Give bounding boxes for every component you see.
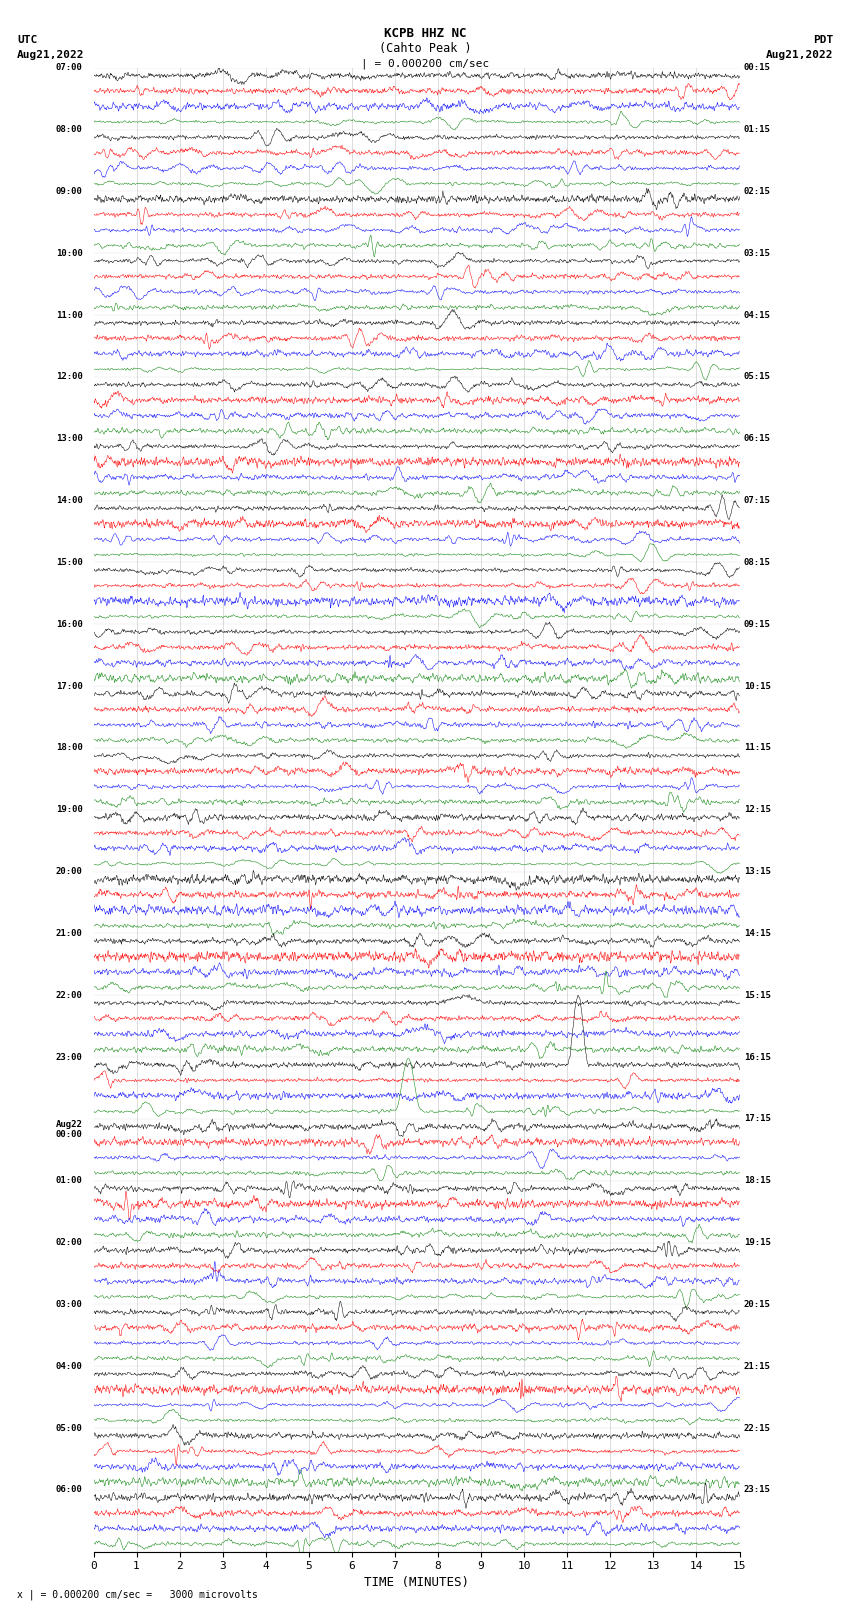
Text: 01:00: 01:00 [56,1176,82,1186]
Text: x | = 0.000200 cm/sec =   3000 microvolts: x | = 0.000200 cm/sec = 3000 microvolts [17,1589,258,1600]
Text: 13:15: 13:15 [744,868,771,876]
Text: 07:15: 07:15 [744,497,771,505]
Text: PDT: PDT [813,35,833,45]
Text: 21:15: 21:15 [744,1361,771,1371]
Text: 12:15: 12:15 [744,805,771,815]
Text: 20:15: 20:15 [744,1300,771,1308]
Text: 11:00: 11:00 [56,311,82,319]
Text: 16:00: 16:00 [56,619,82,629]
Text: Aug21,2022: Aug21,2022 [766,50,833,60]
Text: 18:15: 18:15 [744,1176,771,1186]
Text: 03:15: 03:15 [744,248,771,258]
Text: 21:00: 21:00 [56,929,82,937]
Text: 17:00: 17:00 [56,682,82,690]
Text: 23:00: 23:00 [56,1053,82,1061]
Text: 00:15: 00:15 [744,63,771,73]
Text: 09:00: 09:00 [56,187,82,195]
X-axis label: TIME (MINUTES): TIME (MINUTES) [364,1576,469,1589]
Text: 04:00: 04:00 [56,1361,82,1371]
Text: | = 0.000200 cm/sec: | = 0.000200 cm/sec [361,58,489,69]
Text: 17:15: 17:15 [744,1115,771,1123]
Text: 02:00: 02:00 [56,1239,82,1247]
Text: Aug22: Aug22 [56,1121,82,1129]
Text: 15:15: 15:15 [744,990,771,1000]
Text: 10:15: 10:15 [744,682,771,690]
Text: 10:00: 10:00 [56,248,82,258]
Text: 09:15: 09:15 [744,619,771,629]
Text: 06:15: 06:15 [744,434,771,444]
Text: KCPB HHZ NC: KCPB HHZ NC [383,27,467,40]
Text: 12:00: 12:00 [56,373,82,381]
Text: 16:15: 16:15 [744,1053,771,1061]
Text: 01:15: 01:15 [744,126,771,134]
Text: 07:00: 07:00 [56,63,82,73]
Text: 11:15: 11:15 [744,744,771,752]
Text: 18:00: 18:00 [56,744,82,752]
Text: 19:00: 19:00 [56,805,82,815]
Text: 08:00: 08:00 [56,126,82,134]
Text: 06:00: 06:00 [56,1486,82,1494]
Text: 13:00: 13:00 [56,434,82,444]
Text: 03:00: 03:00 [56,1300,82,1308]
Text: Aug21,2022: Aug21,2022 [17,50,84,60]
Text: 14:00: 14:00 [56,497,82,505]
Text: 02:15: 02:15 [744,187,771,195]
Text: 20:00: 20:00 [56,868,82,876]
Text: 14:15: 14:15 [744,929,771,937]
Text: 04:15: 04:15 [744,311,771,319]
Text: 22:00: 22:00 [56,990,82,1000]
Text: 00:00: 00:00 [56,1129,82,1139]
Text: UTC: UTC [17,35,37,45]
Text: 22:15: 22:15 [744,1424,771,1432]
Text: 19:15: 19:15 [744,1239,771,1247]
Text: 15:00: 15:00 [56,558,82,566]
Text: 23:15: 23:15 [744,1486,771,1494]
Text: 05:15: 05:15 [744,373,771,381]
Text: 08:15: 08:15 [744,558,771,566]
Text: 05:00: 05:00 [56,1424,82,1432]
Text: (Cahto Peak ): (Cahto Peak ) [379,42,471,55]
